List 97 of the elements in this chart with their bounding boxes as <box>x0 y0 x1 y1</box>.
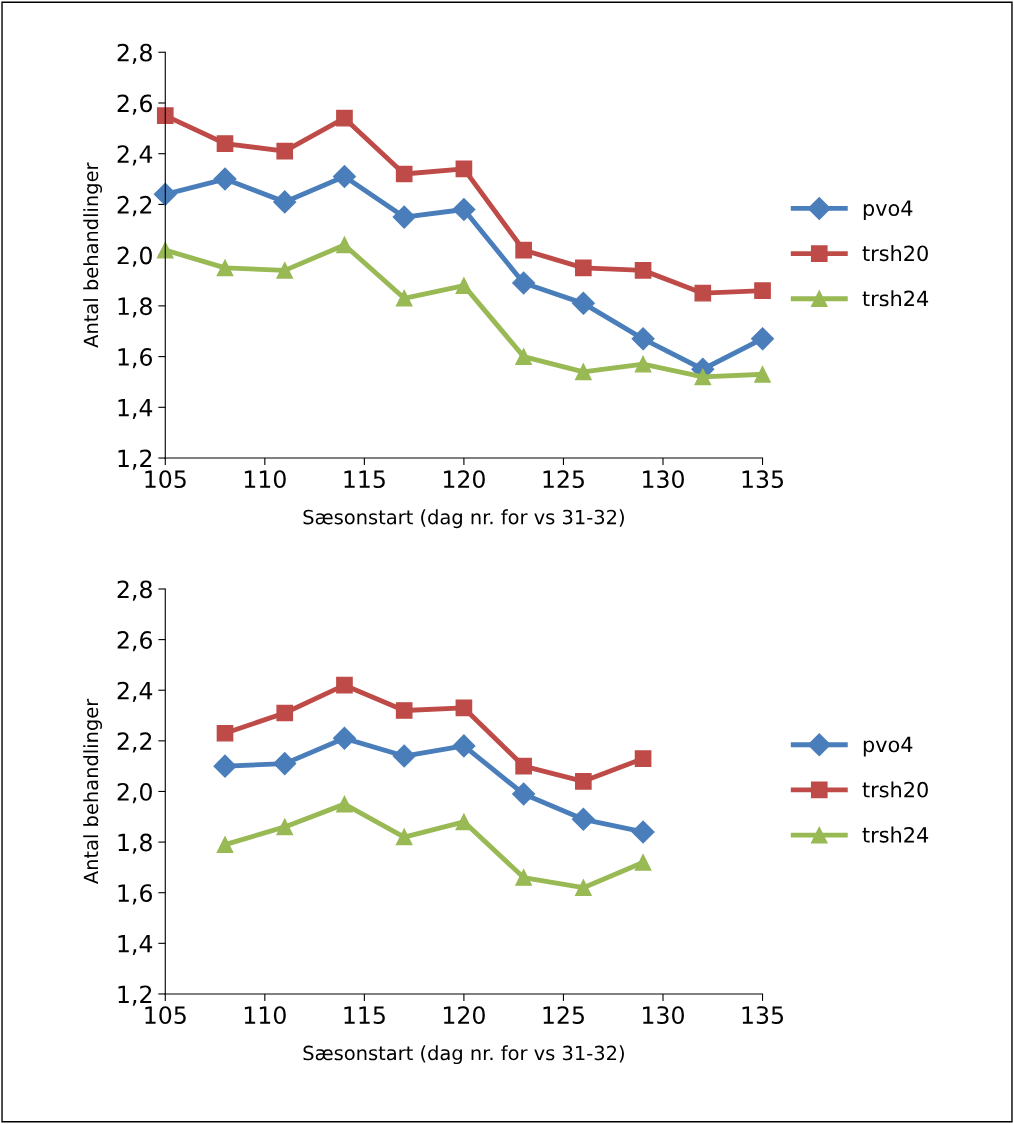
point <box>216 259 234 277</box>
point <box>392 744 416 768</box>
point <box>634 750 652 767</box>
point <box>216 836 234 853</box>
point <box>515 241 532 259</box>
y-tick-label: 1,8 <box>118 297 152 318</box>
point <box>575 363 592 381</box>
point <box>452 734 476 758</box>
point <box>276 142 294 160</box>
point <box>153 182 177 206</box>
x-tick-label: 135 <box>742 470 783 489</box>
x-tick-label: 120 <box>443 1006 485 1025</box>
y-axis-title: Antal behandlinger <box>83 698 103 885</box>
point <box>213 167 237 191</box>
y-tick-label: 1,6 <box>118 348 152 369</box>
point <box>515 348 532 365</box>
y-tick-label: 2,2 <box>117 732 152 753</box>
y-tick-label: 2,0 <box>117 246 152 267</box>
legend-label: trsh24 <box>862 826 929 843</box>
point <box>156 107 174 125</box>
point <box>512 782 536 806</box>
y-tick-label: 1,4 <box>118 935 153 956</box>
x-tick-label: 105 <box>145 1006 186 1025</box>
y-tick-label: 2,4 <box>117 145 153 166</box>
x-axis-title: Sæsonstart (dag nr. for vs 31-32) <box>303 509 624 529</box>
point <box>515 757 532 775</box>
y-tick-label: 1,2 <box>118 985 152 1006</box>
point <box>455 277 473 294</box>
point <box>575 879 592 896</box>
point <box>395 165 413 183</box>
y-tick-label: 2,8 <box>117 43 152 64</box>
y-tick-label: 1,2 <box>118 449 152 470</box>
x-tick-label: 110 <box>244 470 286 489</box>
point <box>332 726 356 750</box>
point <box>156 241 174 259</box>
point <box>276 262 294 279</box>
point <box>392 205 416 229</box>
point <box>216 724 234 742</box>
point <box>694 284 712 302</box>
y-tick-label: 1,8 <box>118 833 152 854</box>
point <box>216 135 234 152</box>
point <box>631 327 655 351</box>
point <box>571 807 595 831</box>
point <box>575 773 592 790</box>
legend-label: pvo4 <box>863 200 913 221</box>
x-tick-label: 125 <box>543 1006 584 1025</box>
point <box>395 828 413 846</box>
point <box>754 366 771 383</box>
x-tick-label: 115 <box>344 1006 385 1025</box>
x-axis-title: Sæsonstart (dag nr. for vs 31-32) <box>303 1045 624 1065</box>
point <box>455 160 473 178</box>
point <box>276 704 294 722</box>
point <box>452 198 476 221</box>
x-tick-label: 130 <box>643 470 684 489</box>
x-tick-label: 135 <box>742 1006 783 1025</box>
point <box>634 854 652 871</box>
y-tick-label: 2,8 <box>117 580 152 601</box>
point <box>336 236 353 254</box>
point <box>571 291 595 315</box>
point <box>754 282 771 299</box>
x-tick-label: 115 <box>344 470 385 489</box>
x-tick-label: 120 <box>443 470 485 489</box>
point <box>694 368 712 386</box>
x-tick-label: 130 <box>643 1006 684 1025</box>
point <box>455 699 473 717</box>
y-tick-label: 2,0 <box>117 782 152 804</box>
y-axis-title: Antal behandlinger <box>83 162 103 348</box>
point <box>515 869 532 886</box>
point <box>273 752 297 776</box>
point <box>634 355 652 373</box>
y-tick-label: 2,6 <box>117 631 152 652</box>
y-tick-label: 1,6 <box>118 884 152 905</box>
y-tick-label: 2,6 <box>117 94 152 115</box>
point <box>336 676 353 694</box>
point <box>276 818 294 836</box>
y-tick-label: 1,4 <box>118 399 153 420</box>
point <box>751 327 775 351</box>
y-tick-label: 2,2 <box>117 195 152 217</box>
point <box>575 259 592 277</box>
x-tick-label: 110 <box>244 1006 286 1025</box>
point <box>634 262 652 279</box>
legend-label: pvo4 <box>863 736 913 757</box>
y-tick-label: 2,4 <box>117 681 153 702</box>
point <box>512 271 536 295</box>
point <box>273 190 297 214</box>
point <box>395 702 413 719</box>
legend-label: trsh24 <box>862 290 929 307</box>
point <box>332 165 356 189</box>
point <box>336 109 353 127</box>
legend-label: trsh20 <box>862 245 928 262</box>
point <box>213 754 237 778</box>
legend-label: trsh20 <box>862 781 928 798</box>
x-tick-label: 105 <box>145 470 186 489</box>
point <box>395 289 413 307</box>
x-tick-label: 125 <box>543 470 584 489</box>
point <box>631 820 655 844</box>
point <box>336 795 353 813</box>
